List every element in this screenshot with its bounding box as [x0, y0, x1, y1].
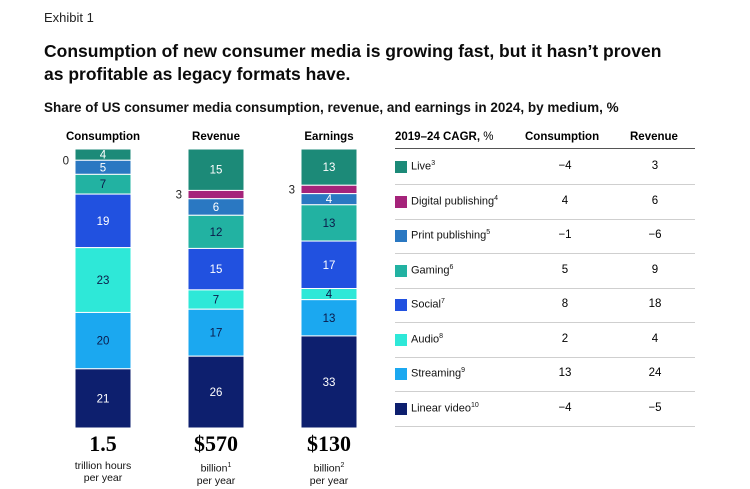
table-row-gaming: Gaming6 5 9 [395, 254, 695, 289]
column-header-revenue: Revenue [192, 131, 240, 143]
bar-segment-streaming-consumption [74, 311, 132, 370]
data-label-streaming-revenue: 17 [210, 328, 223, 340]
cagr-revenue-value: 4 [651, 332, 659, 345]
legend-swatch [395, 264, 407, 277]
data-label-live-consumption: 4 [100, 150, 107, 162]
cagr-consumption-value: −4 [558, 160, 572, 172]
cagr-consumption-value: 5 [561, 263, 569, 276]
total-value-consumption: 1.5 [89, 431, 117, 456]
data-label-print-publishing-consumption: 5 [100, 162, 106, 174]
bar-segment-social-earnings [300, 240, 358, 290]
cagr-header-unit: % [480, 131, 494, 143]
bar-segment-social-consumption [74, 193, 132, 249]
table-row-print-publishing: Print publishing5 −1 −6 [395, 219, 695, 254]
data-label-gaming-earnings: 13 [323, 218, 336, 230]
total-unit-consumption: trillion hours per year [74, 460, 132, 484]
legend-label: Streaming9 [411, 367, 466, 380]
cagr-header-text: 2019–24 CAGR, [395, 131, 481, 143]
total-value-revenue: $570 [194, 431, 238, 456]
bar-segment-gaming-earnings [300, 204, 358, 242]
table-row-audio: Audio8 2 4 [395, 323, 695, 358]
table-row-live: Live3 −4 3 [395, 150, 695, 185]
data-label-streaming-consumption: 20 [97, 336, 110, 348]
legend-swatch [395, 195, 407, 208]
legend-label: Digital publishing4 [411, 194, 499, 208]
table-row-linear-video: Linear video10 −4 −5 [395, 392, 695, 427]
legend-swatch [395, 402, 407, 415]
data-label-digital-publishing-revenue: 3 [176, 190, 182, 202]
legend-swatch [395, 299, 407, 311]
cagr-revenue-value: 3 [651, 160, 659, 172]
cagr-revenue-value: 18 [648, 298, 662, 310]
data-label-social-revenue: 15 [210, 264, 223, 276]
bar-segment-linear-video-consumption [74, 368, 132, 429]
table-header-consumption: Consumption [525, 131, 600, 143]
data-label-linear-video-earnings: 33 [323, 377, 336, 389]
data-label-linear-video-revenue: 26 [210, 387, 223, 399]
bar-segment-social-revenue [187, 247, 245, 291]
cagr-consumption-value: 2 [561, 332, 569, 345]
cagr-consumption-value: −1 [558, 229, 572, 241]
cagr-consumption-value: 8 [561, 298, 569, 310]
bar-segment-digital-publishing-revenue [187, 189, 245, 200]
legend-swatch [395, 161, 407, 173]
legend-label: Audio8 [411, 332, 444, 346]
bar-segment-live-revenue [187, 148, 245, 191]
legend-label: Print publishing5 [411, 229, 491, 242]
total-value-earnings: $130 [307, 431, 351, 456]
table-row-digital-publishing: Digital publishing4 4 6 [395, 185, 695, 220]
table-header-rule [395, 148, 695, 149]
column-header-consumption: Consumption [65, 131, 141, 143]
legend-label: Gaming6 [411, 263, 454, 277]
data-label-social-consumption: 19 [97, 216, 110, 228]
cagr-revenue-value: 24 [648, 367, 662, 379]
bar-segment-streaming-revenue [187, 308, 245, 357]
data-label-audio-consumption: 23 [97, 275, 110, 287]
table-row-streaming: Streaming9 13 24 [395, 357, 695, 392]
data-label-streaming-earnings: 13 [323, 313, 336, 325]
exhibit-label: Exhibit 1 [44, 10, 94, 25]
data-label-print-publishing-revenue: 6 [213, 202, 219, 214]
chart-subtitle: Share of US consumer media consumption, … [44, 100, 619, 115]
cagr-consumption-value: 13 [558, 367, 572, 379]
bar-segment-linear-video-revenue [187, 355, 245, 429]
cagr-consumption-value: 4 [561, 194, 569, 207]
cagr-revenue-value: −6 [648, 229, 662, 241]
cagr-revenue-value: 9 [651, 263, 659, 276]
total-unit-revenue: billion1 per year [196, 462, 236, 487]
legend-label: Live3 [411, 160, 436, 173]
column-header-earnings: Earnings [304, 131, 354, 143]
table-header-revenue: Revenue [630, 131, 678, 143]
data-label-print-publishing-earnings: 4 [326, 194, 333, 206]
bar-segment-digital-publishing-earnings [300, 184, 358, 195]
bar-segment-audio-consumption [74, 247, 132, 313]
data-label-linear-video-consumption: 21 [97, 393, 110, 405]
legend-swatch [395, 333, 407, 346]
bar-segment-streaming-earnings [300, 299, 358, 337]
data-label-audio-revenue: 7 [213, 295, 219, 307]
data-label-gaming-consumption: 7 [100, 179, 106, 191]
data-label-live-earnings: 13 [323, 162, 336, 174]
data-label-digital-publishing-consumption: 0 [63, 155, 69, 167]
legend-label: Linear video10 [411, 401, 479, 415]
legend-swatch [395, 368, 407, 380]
bar-segment-linear-video-earnings [300, 335, 358, 429]
data-label-audio-earnings: 4 [326, 289, 333, 301]
cagr-revenue-value: 6 [651, 194, 659, 207]
legend-swatch [395, 230, 407, 242]
cagr-consumption-value: −4 [558, 401, 572, 414]
data-label-live-revenue: 15 [210, 165, 223, 177]
chart-title: Consumption of new consumer media is gro… [44, 41, 662, 84]
bar-segment-live-earnings [300, 148, 358, 186]
bar-segment-gaming-revenue [187, 214, 245, 249]
data-label-digital-publishing-earnings: 3 [289, 184, 295, 196]
legend-label: Social7 [411, 298, 445, 311]
table-row-social: Social7 8 18 [395, 288, 695, 323]
data-label-gaming-revenue: 12 [210, 227, 223, 239]
data-label-social-earnings: 17 [323, 260, 336, 272]
table-header-cagr: 2019–24 CAGR, % [395, 131, 493, 143]
total-unit-earnings: billion2 per year [309, 462, 349, 487]
cagr-revenue-value: −5 [648, 401, 662, 414]
